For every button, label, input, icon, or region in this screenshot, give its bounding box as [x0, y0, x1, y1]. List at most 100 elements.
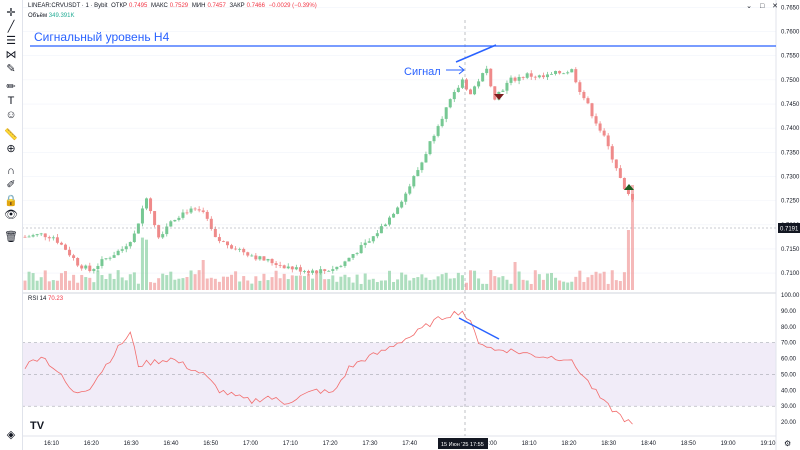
candle-body: [509, 77, 513, 83]
volume-bar: [270, 277, 274, 290]
text-icon[interactable]: T: [7, 95, 15, 107]
candle-body: [161, 234, 165, 238]
candle-body: [286, 266, 290, 269]
volume-bar: [217, 281, 221, 290]
volume-bar: [602, 271, 606, 290]
lock-icon[interactable]: 🔒: [4, 195, 18, 207]
rsi-divergence-line[interactable]: [458, 317, 500, 340]
volume-bar: [72, 274, 76, 290]
rsi-tick-label: 20.00: [781, 420, 797, 426]
time-tick-label: 17:10: [283, 441, 299, 447]
volume-bar: [153, 282, 157, 290]
time-tick-label: 16:50: [203, 441, 219, 447]
trendline-icon[interactable]: ╱: [7, 21, 15, 33]
signal-trendline[interactable]: [455, 44, 497, 63]
volume-bar: [149, 282, 153, 290]
candle-body: [197, 209, 201, 211]
volume-bar: [274, 270, 278, 290]
rsi-tick-label: 80.00: [781, 325, 797, 331]
volume-bar: [562, 281, 566, 290]
volume-bar: [84, 277, 88, 290]
chevron-down-icon[interactable]: ⌄: [746, 3, 752, 10]
volume-bar: [351, 282, 355, 290]
candle-body: [72, 255, 76, 259]
maximize-icon[interactable]: □: [759, 3, 765, 10]
cursor-icon[interactable]: ✛: [6, 7, 16, 19]
symbol-legend[interactable]: LINEAR:CRVUSDT · 1 · Bybit ОТКР 0.7495 МА…: [28, 3, 319, 9]
candle-body: [562, 73, 566, 75]
layers-icon[interactable]: ◈: [6, 429, 16, 441]
symbol-name[interactable]: LINEAR:CRVUSDT · 1 · Bybit: [28, 3, 108, 9]
fib-icon[interactable]: ☰: [6, 35, 16, 47]
volume-legend[interactable]: Объём 349.391K: [28, 13, 75, 19]
volume-bar: [157, 278, 161, 290]
close-label: ЗАКР: [229, 3, 245, 9]
candle-body: [477, 81, 481, 87]
volume-bar: [290, 275, 294, 290]
candle-body: [517, 76, 521, 81]
volume-bar: [505, 279, 509, 290]
volume-bar: [594, 271, 598, 290]
close-icon[interactable]: ✕: [772, 3, 778, 10]
candle-body: [412, 176, 416, 187]
candle-body: [39, 233, 43, 235]
volume-bar: [173, 279, 177, 290]
candle-body: [311, 270, 315, 273]
emoji-icon[interactable]: ☺: [5, 109, 17, 121]
rsi-axis[interactable]: 100.00 90.00 80.00 70.00 60.00 50.00 40.00 30.0…: [781, 293, 800, 426]
volume-bar: [359, 283, 363, 290]
volume-bar: [51, 280, 55, 290]
lock-draw-icon[interactable]: ✐: [6, 179, 16, 191]
candle-body: [108, 257, 112, 259]
candle-body: [367, 241, 371, 243]
volume-bar: [550, 272, 553, 290]
volume-bar: [205, 278, 209, 290]
h4-level-label: Сигнальный уровень H4: [34, 30, 170, 44]
volume-bar: [396, 279, 400, 290]
candle-body: [594, 116, 598, 124]
pattern-icon[interactable]: ⋈: [5, 49, 17, 61]
candle-body: [201, 210, 205, 212]
trash-icon[interactable]: 🗑: [4, 231, 18, 243]
signal-arrow-icon[interactable]: [446, 65, 465, 75]
eye-icon[interactable]: 👁: [4, 209, 18, 221]
candle-body: [59, 242, 63, 245]
volume-bar: [76, 282, 80, 290]
volume-bar: [80, 274, 84, 290]
candle-body: [307, 271, 310, 273]
buy-marker-icon: [624, 184, 634, 190]
candle-body: [578, 82, 582, 92]
volume-bar: [533, 270, 537, 290]
volume-bar: [448, 278, 452, 290]
candle-series[interactable]: [23, 65, 635, 276]
volume-bar: [96, 270, 100, 290]
candle-body: [31, 235, 35, 237]
candle-body: [521, 76, 525, 78]
rsi-legend[interactable]: RSI 14 70.23: [28, 296, 63, 302]
pencil-icon[interactable]: ✏: [6, 81, 16, 93]
time-tick-label: 17:20: [323, 441, 339, 447]
rsi-tick-label: 60.00: [781, 357, 797, 363]
volume-bar: [582, 281, 586, 290]
settings-gear-icon[interactable]: ⚙: [784, 439, 791, 448]
volume-value: 349.391K: [48, 13, 75, 19]
time-axis[interactable]: 16:10 16:20 16:30 16:40 16:50 17:00 17:10 17:20…: [44, 441, 776, 447]
price-axis[interactable]: 0.7650 0.7600 0.7550 0.7500 0.7450 0.7400 0.73…: [781, 5, 800, 277]
volume-bar: [254, 276, 258, 290]
candle-body: [404, 193, 408, 202]
tradingview-logo[interactable]: TV: [30, 420, 45, 432]
price-tick-label: 0.7550: [781, 54, 800, 60]
ruler-icon[interactable]: 📏: [4, 129, 18, 141]
candle-body: [493, 86, 497, 100]
volume-bar: [392, 281, 396, 290]
candle-body: [622, 177, 626, 190]
volume-bar: [294, 275, 298, 290]
volume-bar: [545, 273, 549, 290]
volume-bar: [460, 275, 464, 290]
zoom-icon[interactable]: ⊕: [6, 143, 16, 155]
volume-bar: [375, 281, 379, 290]
candle-body: [351, 254, 355, 258]
brush-icon[interactable]: ✎: [6, 63, 16, 75]
magnet-icon[interactable]: ∩: [7, 165, 15, 177]
